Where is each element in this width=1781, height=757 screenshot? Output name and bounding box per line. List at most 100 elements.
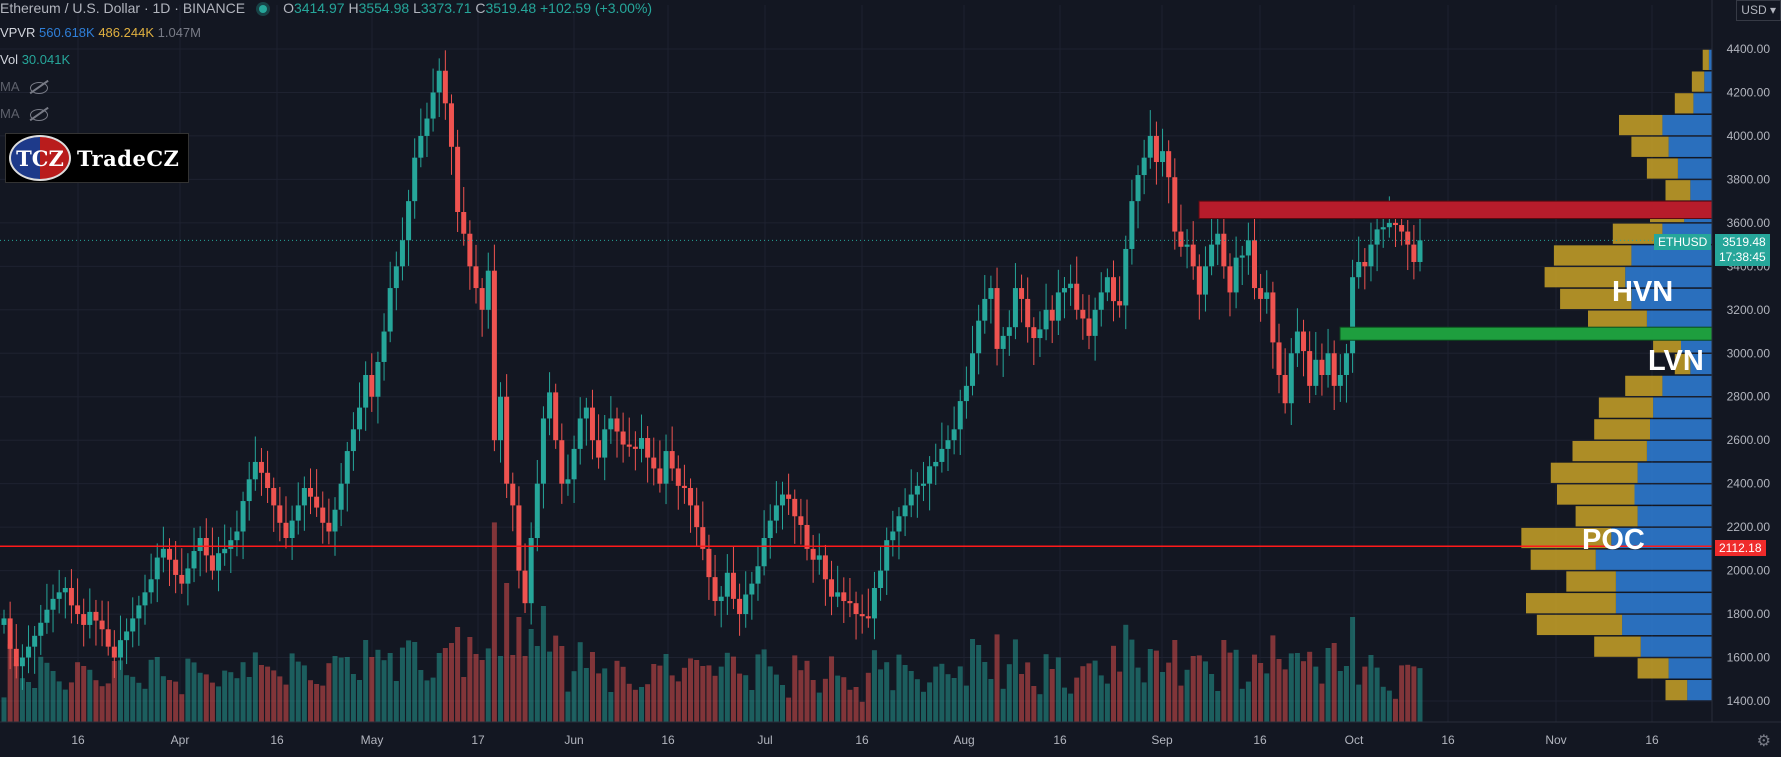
candle-body	[516, 505, 522, 571]
hidden-eye-icon[interactable]	[29, 108, 48, 121]
volume-bar	[1343, 666, 1349, 722]
volume-bar	[38, 656, 44, 722]
volume-bar	[1331, 643, 1337, 722]
price-tick-label: 4200.00	[1727, 85, 1771, 99]
candle-body	[1135, 175, 1141, 202]
candle-body	[639, 438, 645, 449]
volume-bar	[62, 689, 68, 722]
candle-body	[234, 531, 240, 541]
volume-bar	[737, 673, 743, 722]
volume-bar	[105, 683, 111, 722]
volume-bar	[1123, 624, 1129, 722]
candle-body	[1080, 309, 1086, 319]
vp-down-bar	[1612, 223, 1663, 244]
vp-up-bar	[1615, 593, 1712, 614]
gear-icon[interactable]: ⚙	[1756, 733, 1771, 750]
candle-body	[1399, 225, 1405, 232]
candle-body	[75, 605, 81, 615]
symbol-title[interactable]: Ethereum / U.S. Dollar · 1D · BINANCE	[0, 0, 246, 16]
volume-bar	[657, 665, 663, 722]
candle-body	[743, 594, 749, 615]
candle-body	[645, 438, 651, 458]
candle-body	[1012, 288, 1018, 328]
volume-bar	[1012, 639, 1018, 722]
volume-bar	[810, 680, 816, 722]
time-tick-label: Oct	[1345, 733, 1364, 747]
vp-down-bar	[1544, 267, 1626, 288]
candle-body	[1153, 135, 1159, 163]
volume-bar	[81, 666, 87, 722]
volume-bar	[1117, 671, 1123, 722]
volume-bar	[1190, 656, 1196, 722]
volume-bar	[1031, 686, 1037, 722]
volume-bar	[338, 657, 344, 722]
candle-body	[694, 505, 700, 528]
candle-body	[1313, 359, 1319, 386]
last-price: 3519.48	[1722, 235, 1766, 249]
time-tick-label: Sep	[1151, 733, 1173, 747]
candle-body	[755, 566, 761, 584]
volume-bar	[436, 653, 442, 722]
volume-bar	[816, 692, 822, 722]
candle-body	[988, 288, 994, 299]
candle-body	[1098, 292, 1104, 310]
candle-body	[44, 609, 50, 623]
candle-body	[1190, 244, 1196, 267]
candle-body	[13, 648, 19, 667]
candle-body	[406, 201, 412, 241]
candle-body	[228, 540, 234, 549]
volume-bar	[93, 680, 99, 722]
candle-body	[191, 551, 197, 569]
volume-bar	[1362, 666, 1368, 722]
candle-body	[160, 548, 166, 558]
currency-selector[interactable]: USD ▾	[1736, 0, 1781, 21]
volume-bar	[553, 635, 559, 722]
volume-bar	[1251, 654, 1257, 722]
volume-bar	[547, 651, 553, 722]
volume-bar	[663, 654, 669, 722]
time-tick-label: 16	[71, 733, 85, 747]
candle-body	[718, 596, 724, 602]
candle-body	[369, 375, 375, 397]
candle-body	[357, 407, 363, 430]
candle-body	[154, 557, 160, 580]
vp-down-bar	[1674, 93, 1694, 114]
support-zone	[1339, 326, 1713, 341]
candle-body	[252, 461, 258, 480]
candle-body	[1288, 353, 1294, 404]
ma1-legend[interactable]: MA	[0, 79, 48, 94]
volume-bar	[1184, 669, 1190, 722]
candle-body	[982, 298, 988, 321]
candle-body	[1019, 288, 1025, 299]
vp-up-bar	[1708, 49, 1712, 70]
hidden-eye-icon[interactable]	[29, 81, 48, 94]
volume-bar	[111, 661, 117, 722]
ma2-legend[interactable]: MA	[0, 106, 48, 121]
volume-bar	[399, 647, 405, 722]
volume-bar	[620, 666, 626, 722]
vpvr-legend[interactable]: VPVR 560.618K 486.244K 1.047M	[0, 25, 201, 40]
volume-bar	[829, 656, 835, 722]
symbol-tag: ETHUSD	[1654, 234, 1712, 250]
candle-body	[540, 418, 546, 484]
vp-down-bar	[1557, 484, 1635, 505]
candle-body	[455, 146, 461, 212]
candle-body	[822, 555, 828, 580]
vp-up-bar	[1668, 136, 1712, 157]
volume-bar	[976, 645, 982, 722]
volume-bar	[228, 672, 234, 722]
volume-bar	[871, 650, 877, 722]
symbol-legend[interactable]: Ethereum / U.S. Dollar · 1D · BINANCE O34…	[0, 0, 652, 18]
candle-body	[1331, 353, 1337, 386]
candle-body	[761, 538, 767, 567]
volume-bar	[884, 662, 890, 722]
volume-legend[interactable]: Vol 30.041K	[0, 52, 71, 67]
volume-bar	[589, 652, 595, 722]
candle-body	[1061, 288, 1067, 293]
volume-bar	[160, 676, 166, 722]
candle-body	[902, 505, 908, 517]
candle-body	[1104, 277, 1110, 293]
volume-bar	[571, 671, 577, 722]
volume-bar	[136, 682, 142, 722]
